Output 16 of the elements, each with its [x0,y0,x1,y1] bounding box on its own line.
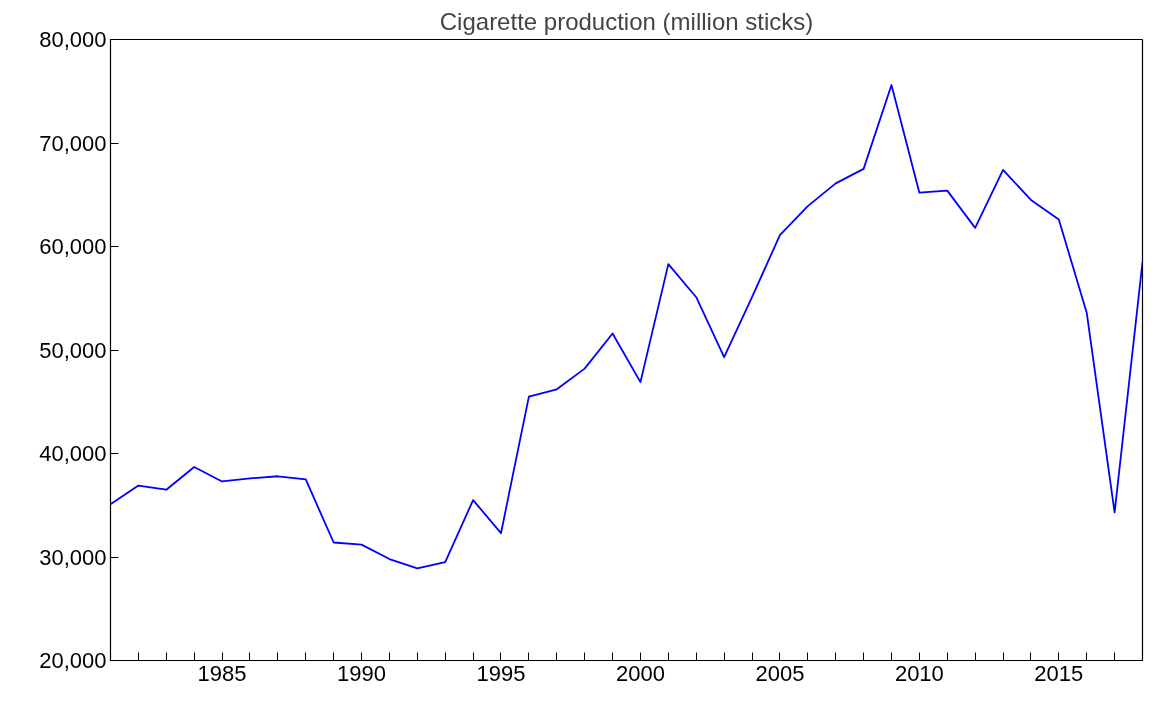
y-tick-label: 60,000 [39,234,107,259]
y-tick-label: 50,000 [39,337,107,363]
x-tick-label: 1995 [476,660,526,686]
x-tick-label: 2005 [755,660,805,686]
chart-title: Cigarette production (million sticks) [439,7,814,35]
y-tick-label: 70,000 [39,130,107,156]
x-tick-label: 2010 [894,660,944,686]
y-tick-label: 80,000 [39,27,107,52]
x-tick-label: 2015 [1034,660,1084,686]
line-series [110,84,1143,570]
y-tick-label: 20,000 [39,648,107,673]
x-tick-label: 2000 [615,660,665,686]
x-tick-label: 1985 [197,660,247,686]
y-tick-label: 40,000 [39,441,107,466]
y-tick-label: 30,000 [39,544,107,570]
x-tick-label: 1990 [337,660,387,686]
